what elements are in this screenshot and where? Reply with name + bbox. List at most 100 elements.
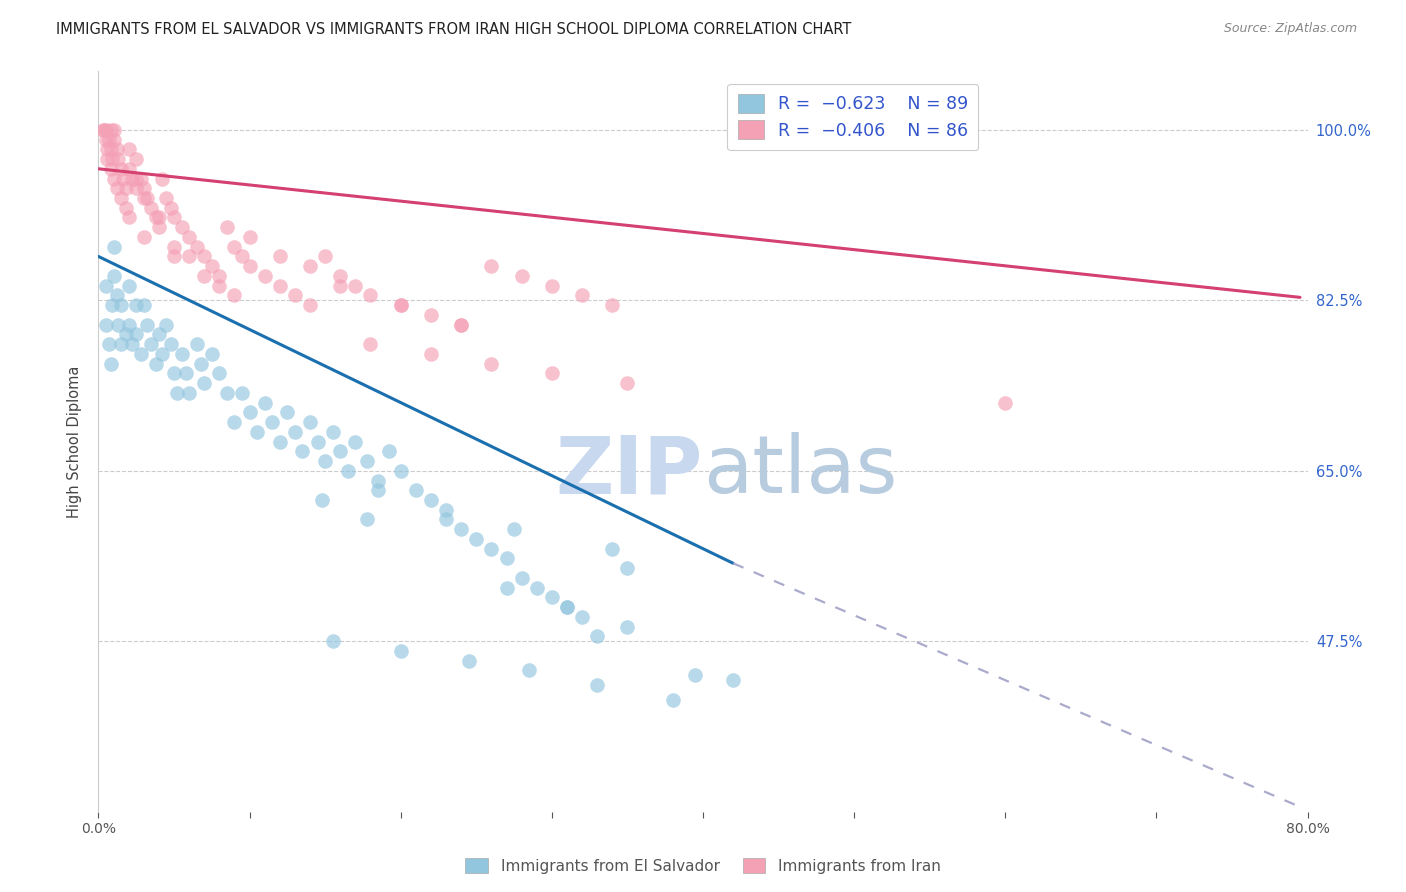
Point <box>231 250 253 264</box>
Point <box>616 376 638 390</box>
Text: IMMIGRANTS FROM EL SALVADOR VS IMMIGRANTS FROM IRAN HIGH SCHOOL DIPLOMA CORRELAT: IMMIGRANTS FROM EL SALVADOR VS IMMIGRANT… <box>56 22 852 37</box>
Point <box>291 444 314 458</box>
Point <box>103 171 125 186</box>
Point <box>170 220 193 235</box>
Point <box>510 268 533 283</box>
Point <box>450 522 472 536</box>
Point <box>163 250 186 264</box>
Point <box>125 327 148 342</box>
Point <box>105 288 128 302</box>
Text: atlas: atlas <box>703 432 897 510</box>
Point <box>526 581 548 595</box>
Point <box>540 367 562 381</box>
Point <box>253 395 276 409</box>
Point <box>360 337 382 351</box>
Point <box>110 298 132 312</box>
Point <box>420 308 443 322</box>
Point <box>262 415 284 429</box>
Point <box>269 434 291 449</box>
Point <box>322 425 344 439</box>
Point <box>105 181 128 195</box>
Point <box>179 230 201 244</box>
Point <box>457 654 479 668</box>
Point <box>100 357 122 371</box>
Point <box>540 591 562 605</box>
Point <box>121 337 143 351</box>
Point <box>193 376 215 390</box>
Point <box>118 211 141 225</box>
Point <box>93 123 115 137</box>
Point <box>148 220 170 235</box>
Point <box>163 240 186 254</box>
Point <box>299 259 322 273</box>
Point <box>239 230 262 244</box>
Point <box>367 483 389 498</box>
Point <box>190 357 212 371</box>
Point <box>307 434 329 449</box>
Point <box>132 230 155 244</box>
Point <box>110 337 132 351</box>
Point <box>100 123 122 137</box>
Point <box>434 502 457 516</box>
Point <box>103 123 125 137</box>
Point <box>174 367 197 381</box>
Point <box>555 600 578 615</box>
Point <box>193 250 215 264</box>
Point <box>114 181 136 195</box>
Point <box>481 541 503 556</box>
Point <box>193 268 215 283</box>
Point <box>125 181 148 195</box>
Point <box>269 250 291 264</box>
Point <box>145 357 167 371</box>
Point <box>450 318 472 332</box>
Point <box>503 522 526 536</box>
Point <box>100 142 122 156</box>
Point <box>367 474 389 488</box>
Point <box>150 347 173 361</box>
Point <box>94 318 117 332</box>
Point <box>661 692 683 706</box>
Point <box>100 161 122 176</box>
Point <box>114 327 136 342</box>
Point <box>616 561 638 575</box>
Point <box>389 644 412 658</box>
Point <box>155 318 177 332</box>
Point <box>132 298 155 312</box>
Point <box>246 425 269 439</box>
Point <box>389 464 412 478</box>
Point <box>179 385 201 400</box>
Point <box>111 171 134 186</box>
Point <box>98 132 121 146</box>
Point <box>125 171 148 186</box>
Point <box>510 571 533 585</box>
Legend: R =  −0.623    N = 89, R =  −0.406    N = 86: R = −0.623 N = 89, R = −0.406 N = 86 <box>727 84 979 150</box>
Point <box>239 259 262 273</box>
Point <box>231 385 253 400</box>
Point <box>118 318 141 332</box>
Point <box>420 493 443 508</box>
Point <box>311 493 333 508</box>
Point <box>201 347 224 361</box>
Point <box>284 425 307 439</box>
Point <box>239 405 262 419</box>
Point <box>135 318 157 332</box>
Point <box>98 337 121 351</box>
Point <box>166 385 188 400</box>
Point <box>377 444 399 458</box>
Point <box>994 395 1017 409</box>
Point <box>495 551 517 566</box>
Point <box>344 434 367 449</box>
Point <box>118 142 141 156</box>
Point <box>336 464 359 478</box>
Point <box>135 191 157 205</box>
Point <box>450 318 472 332</box>
Point <box>94 123 117 137</box>
Point <box>224 415 246 429</box>
Point <box>125 298 148 312</box>
Point <box>103 132 125 146</box>
Point <box>344 278 367 293</box>
Point <box>110 191 132 205</box>
Point <box>148 327 170 342</box>
Point <box>163 211 186 225</box>
Point <box>723 673 745 688</box>
